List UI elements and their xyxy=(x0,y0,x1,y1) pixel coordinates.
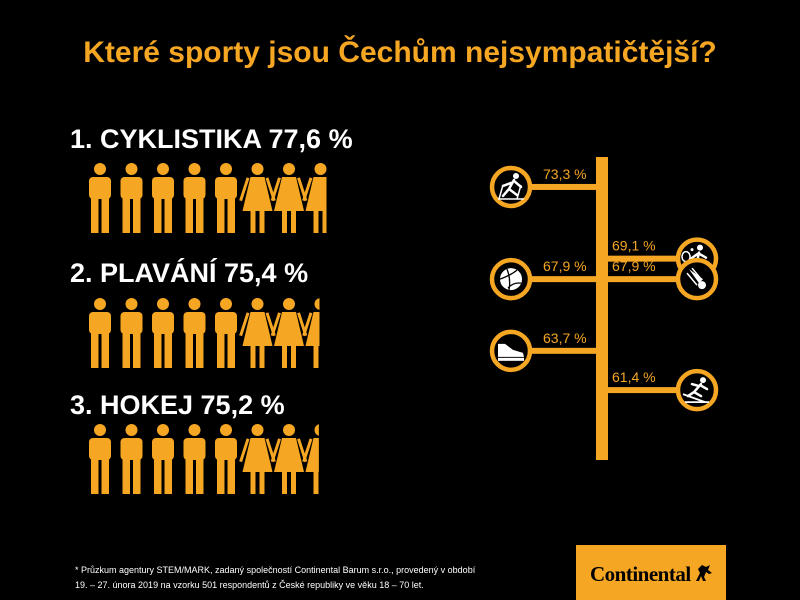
people-row-2 xyxy=(89,298,320,368)
man-icon xyxy=(183,424,206,494)
horse-icon xyxy=(696,565,712,581)
page-title: Které sporty jsou Čechům nejsympatičtějš… xyxy=(83,36,717,69)
ranking-2-label: 2. PLAVÁNÍ 75,4 % xyxy=(70,258,309,288)
footnote-line-1: * Průzkum agentury STEM/MARK, zadaný spo… xyxy=(75,565,476,575)
man-icon xyxy=(89,298,111,368)
man-icon xyxy=(215,163,237,233)
ranking-1-label: 1. CYKLISTIKA 77,6 % xyxy=(70,124,353,154)
cross-country-skiing-icon xyxy=(498,172,524,200)
woman-icon xyxy=(239,424,276,494)
branch-bar xyxy=(511,347,602,354)
sport-branch-6: 61,4 % xyxy=(602,368,719,412)
woman-icon xyxy=(302,298,320,368)
man-icon xyxy=(120,163,143,233)
man-icon xyxy=(120,424,143,494)
branch-bar xyxy=(602,276,697,283)
ski-jumping-icon xyxy=(682,377,709,403)
woman-icon xyxy=(239,298,276,368)
value-label: 63,7 % xyxy=(543,330,587,346)
logo-text: Continental xyxy=(590,562,691,586)
woman-icon xyxy=(302,163,327,233)
footnote-line-2: 19. – 27. února 2019 na vzorku 501 respo… xyxy=(75,580,424,590)
man-icon xyxy=(183,163,206,233)
value-label: 61,4 % xyxy=(612,369,656,385)
badminton-icon xyxy=(686,267,706,290)
branch-bar xyxy=(602,387,697,394)
man-icon xyxy=(215,424,237,494)
man-icon xyxy=(183,298,206,368)
woman-icon xyxy=(270,163,308,233)
man-icon xyxy=(120,298,143,368)
branch-bar xyxy=(602,255,697,262)
footnote: * Průzkum agentury STEM/MARK, zadaný spo… xyxy=(75,563,545,593)
sport-branch-4: 67,9 % xyxy=(602,257,719,301)
value-label: 67,9 % xyxy=(612,258,656,274)
man-icon xyxy=(152,424,174,494)
man-icon xyxy=(89,163,111,233)
sport-branch-1: 73,3 % xyxy=(489,165,602,209)
value-label: 69,1 % xyxy=(612,238,656,254)
sport-branch-3: 67,9 % xyxy=(489,257,602,301)
value-label: 73,3 % xyxy=(543,166,587,182)
branch-bar xyxy=(511,183,602,190)
ranking-3-label: 3. HOKEJ 75,2 % xyxy=(70,390,285,420)
people-row-3 xyxy=(89,424,319,494)
woman-icon xyxy=(302,424,319,494)
continental-logo: Continental xyxy=(576,545,726,600)
man-icon xyxy=(89,424,111,494)
value-label: 67,9 % xyxy=(543,258,587,274)
man-icon xyxy=(215,298,237,368)
volleyball-icon xyxy=(499,268,522,291)
tree-trunk xyxy=(596,157,608,460)
man-icon xyxy=(152,298,174,368)
people-row-1 xyxy=(89,163,327,233)
sport-branch-5: 63,7 % xyxy=(489,329,602,373)
woman-icon xyxy=(270,424,308,494)
branch-bar xyxy=(511,276,602,283)
man-icon xyxy=(152,163,174,233)
running-shoe-icon xyxy=(498,343,524,361)
woman-icon xyxy=(270,298,308,368)
